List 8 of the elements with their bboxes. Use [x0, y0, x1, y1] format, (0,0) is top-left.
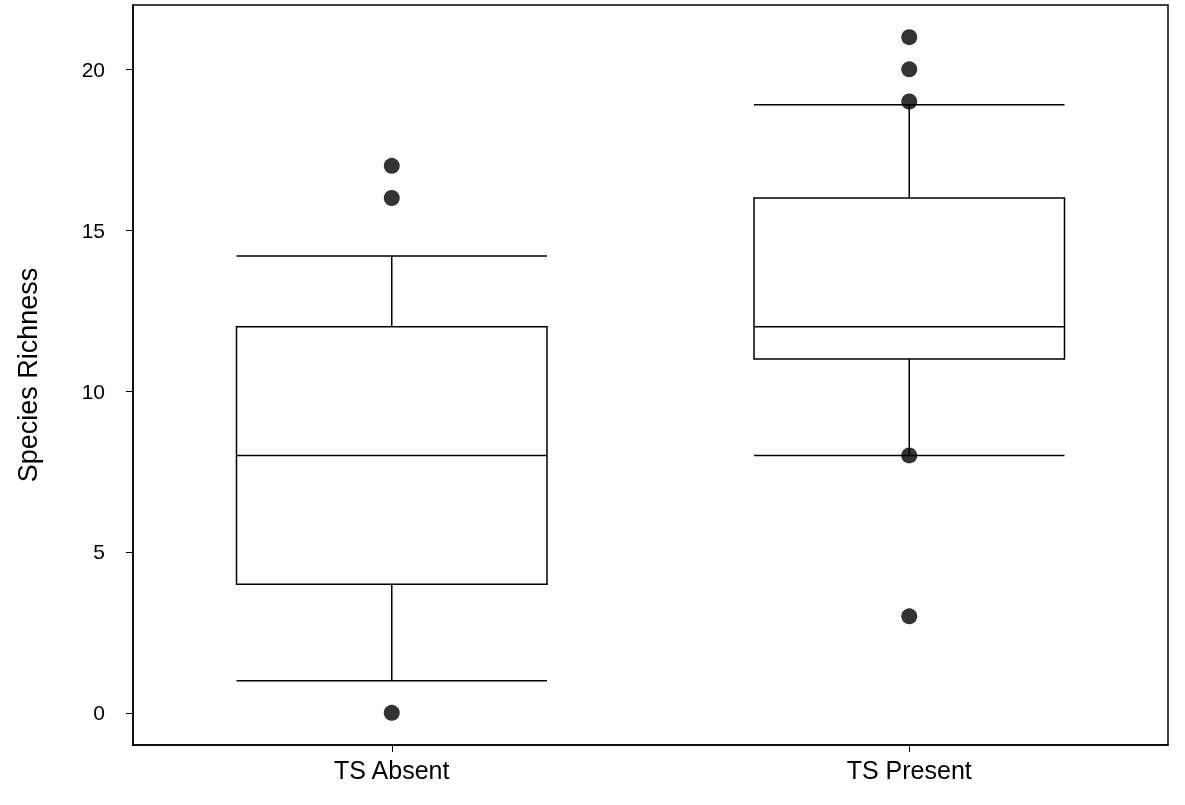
y-tick-label: 5 — [93, 540, 105, 564]
y-tick-label: 10 — [81, 379, 105, 403]
y-tick-label: 15 — [81, 218, 105, 242]
y-tick-label: 20 — [81, 57, 105, 81]
y-axis-title: Species Richness — [12, 267, 43, 483]
x-tick-label: TS Present — [846, 755, 972, 784]
x-tick-label: TS Absent — [334, 755, 450, 784]
y-tick-label: 0 — [93, 701, 105, 725]
